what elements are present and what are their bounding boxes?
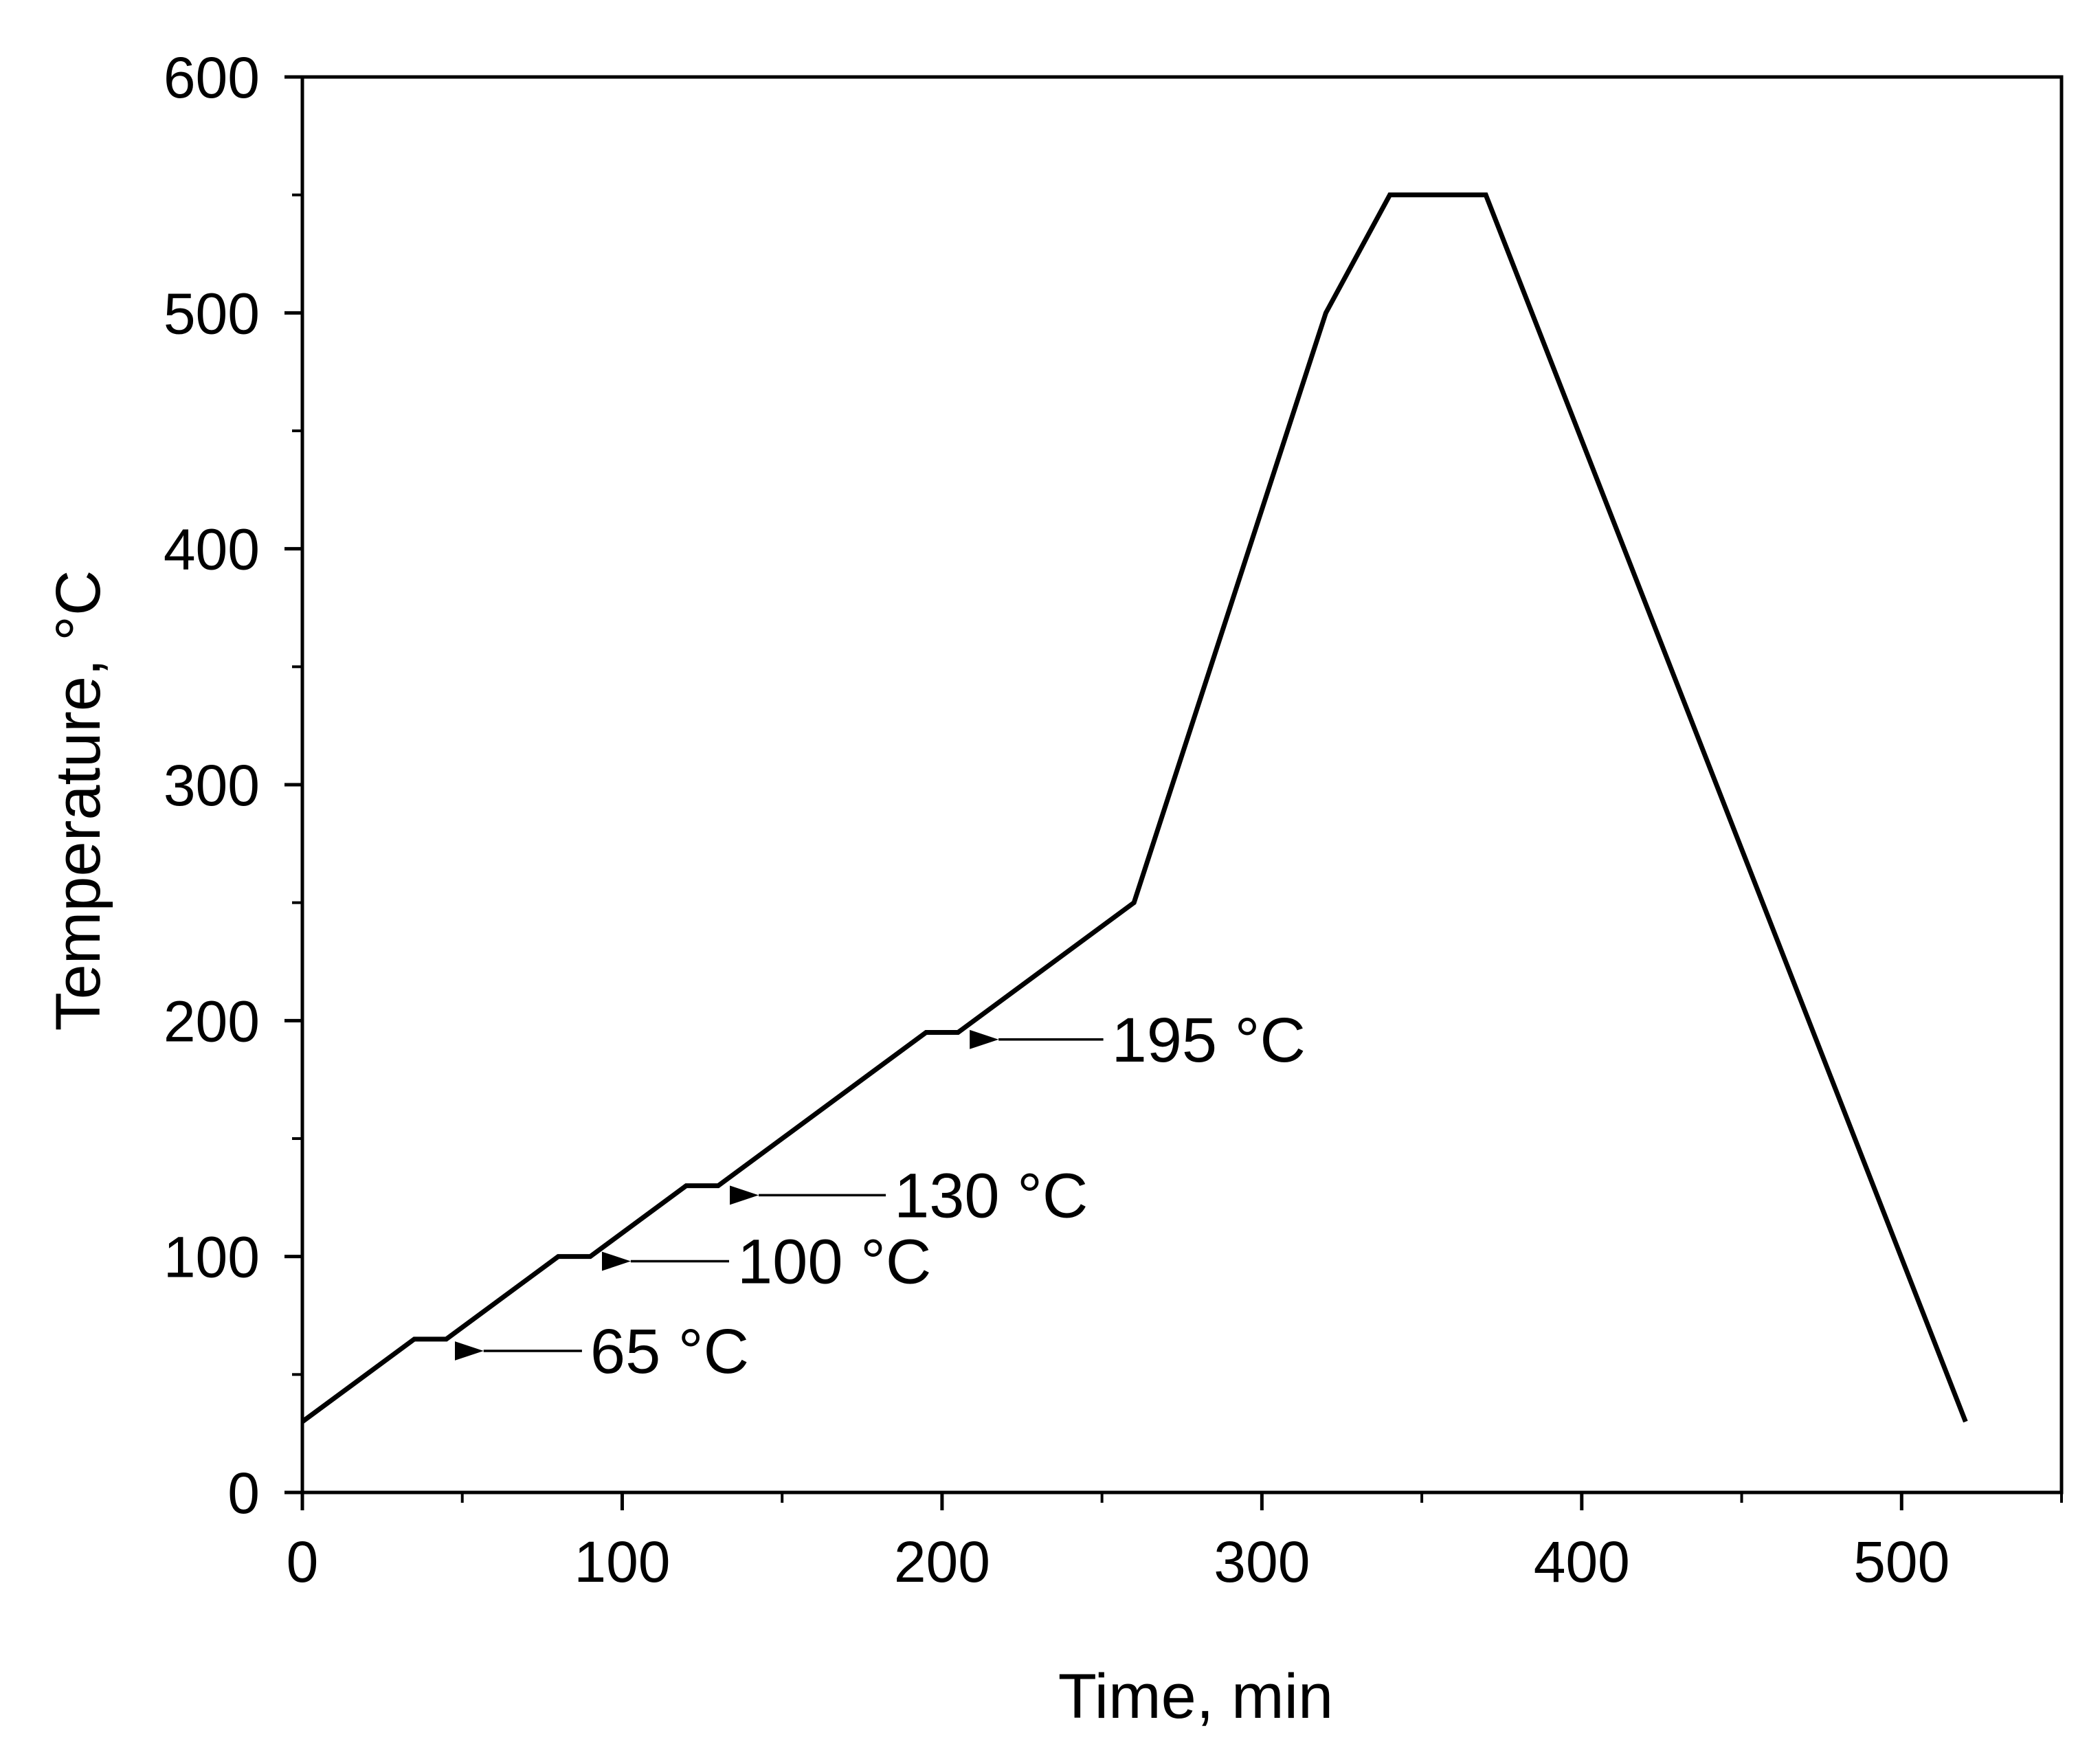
x-tick-label: 200 xyxy=(894,1530,990,1594)
y-tick-label: 400 xyxy=(164,517,260,582)
y-tick-label: 300 xyxy=(164,753,260,818)
x-tick-label: 0 xyxy=(287,1530,319,1594)
plot-frame xyxy=(300,75,2064,1495)
x-tick-label: 400 xyxy=(1534,1530,1630,1594)
annotation-label: 130 °C xyxy=(894,1161,1088,1231)
y-tick-label: 0 xyxy=(227,1461,260,1525)
ticks-layer: 0 100 200 300 400 500 0 100 200 300 400 500 600 xyxy=(164,45,2063,1594)
temperature-profile-line xyxy=(300,192,1968,1424)
y-tick-label: 200 xyxy=(164,989,260,1053)
annotation-label: 65 °C xyxy=(590,1317,749,1387)
annotation-label: 195 °C xyxy=(1112,1005,1306,1075)
y-tick-label: 600 xyxy=(164,45,260,110)
x-tick-label: 100 xyxy=(574,1530,670,1594)
annotation-label: 100 °C xyxy=(737,1227,931,1297)
y-tick-label: 500 xyxy=(164,281,260,346)
axes-layer xyxy=(300,75,2064,1495)
x-tick-label: 500 xyxy=(1853,1530,1950,1594)
y-tick-label: 100 xyxy=(164,1225,260,1290)
series-layer xyxy=(300,192,1968,1424)
y-axis-title: Temperature, °C xyxy=(43,570,113,1031)
x-tick-label: 300 xyxy=(1214,1530,1310,1594)
x-axis-title: Time, min xyxy=(1058,1661,1333,1732)
